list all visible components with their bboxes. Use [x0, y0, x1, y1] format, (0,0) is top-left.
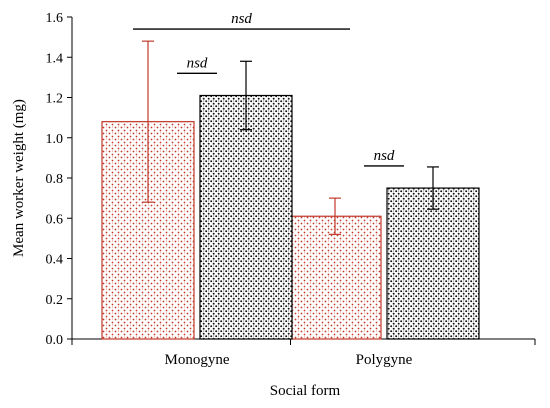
x-category-label: Monogyne: [165, 352, 230, 368]
y-tick-label: 0.8: [46, 172, 64, 187]
bar: [386, 187, 480, 340]
significance-label: nsd: [231, 11, 252, 27]
error-bars-group: [142, 40, 439, 235]
x-category-label: Polygyne: [356, 352, 413, 368]
bar: [288, 215, 382, 340]
y-tick-label: 1.4: [46, 51, 64, 66]
significance-label: nsd: [374, 148, 395, 164]
y-tick-label: 1.6: [46, 11, 64, 26]
y-tick-label: 1.0: [46, 132, 64, 147]
y-tick-label: 0.2: [46, 293, 64, 308]
x-axis-ticks: Monogyne Polygyne: [71, 339, 536, 368]
bar: [199, 94, 293, 340]
y-axis-ticks: 0.0 0.2 0.4 0.6 0.8 1.0 1.2 1.4 1.6: [46, 11, 72, 348]
x-axis-title: Social form: [270, 383, 341, 399]
y-tick-label: 1.2: [46, 92, 64, 107]
bars-group: [101, 94, 480, 340]
significance-annotations: nsd nsd nsd: [133, 11, 404, 167]
y-tick-label: 0.6: [46, 212, 64, 227]
y-axis-title: Mean worker weight (mg): [11, 99, 27, 257]
significance-label: nsd: [187, 55, 208, 71]
y-tick-label: 0.0: [46, 333, 64, 348]
y-tick-label: 0.4: [46, 253, 64, 268]
